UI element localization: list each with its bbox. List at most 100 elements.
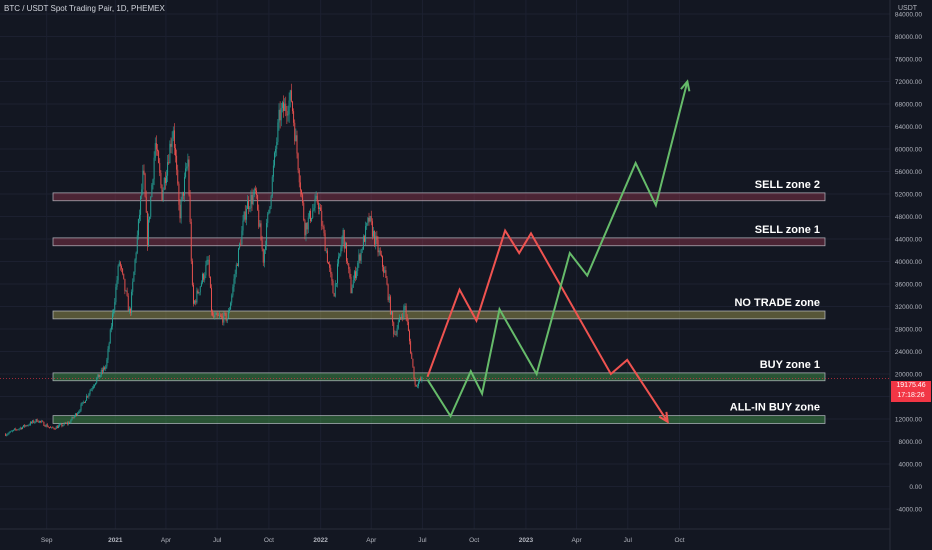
candle-body [361,249,363,251]
candle-body [301,190,302,195]
candle-body [211,287,212,312]
candle-body [130,308,131,313]
candle-body [139,214,140,219]
candle-body [370,215,372,222]
candle-body [155,143,157,150]
time-axis[interactable]: Sep 2021 Apr Jul Oct 2022 Apr Jul Oct 2023 Apr Jul O… [41,537,685,544]
candle-body [169,143,171,164]
candle-body [333,293,335,297]
candle-body [248,200,250,210]
candle-body [34,421,36,423]
candle-body [112,313,113,327]
candle-body [258,209,260,227]
zone-box [52,192,826,202]
candle-body [200,282,202,287]
candle-body [69,422,71,424]
candle-body [11,430,13,432]
candle-body [172,130,174,139]
candle-body [198,292,200,294]
candle-body [184,177,185,196]
price-tick-label: 60000.00 [895,147,922,154]
candle-body [224,312,226,314]
price-tick-label: 40000.00 [895,259,922,266]
candle-body [159,162,161,173]
candle-body [110,326,112,330]
candle-body [146,212,148,246]
candle-body [241,230,243,245]
candle-body [278,109,280,123]
candle-body [83,402,85,403]
candle-body [82,402,84,403]
candle-body [127,295,129,311]
candle-body [236,264,238,266]
candle-body [137,218,139,236]
candle-body [398,317,400,323]
zone-box [52,372,826,382]
candle-body [162,189,164,201]
candle-body [356,270,358,279]
price-tick-label: 48000.00 [895,214,922,221]
projection-path [426,81,689,419]
candle-body [221,315,223,317]
candle-body [342,229,344,240]
candle-body [389,296,391,315]
price-tick-label: 12000.00 [895,417,922,424]
candle-body [196,290,198,303]
candle-body [222,316,224,323]
candle-body [27,425,29,426]
candle-body [33,420,35,423]
candle-body [142,170,144,190]
bar-countdown: 17:18:26 [897,392,925,399]
last-price-tag: 19175.46 17:18:26 [891,381,931,402]
candle-body [141,189,143,197]
candle-body [195,300,197,303]
candle-body [304,220,306,236]
candle-body [29,421,31,425]
candle-body [418,381,419,386]
price-axis[interactable]: -4000.000.004000.008000.0012000.0016000.… [895,12,923,514]
candle-body [181,192,183,200]
candle-body [340,248,342,254]
candle-body [18,428,20,430]
price-tick-label: 4000.00 [899,462,923,469]
candle-body [170,143,172,147]
candle-body [274,152,275,166]
candle-body [254,188,256,191]
candle-body [182,192,184,196]
candle-body [36,419,38,422]
candle-body [310,210,311,221]
candle-body [214,314,216,318]
price-tick-label: 76000.00 [895,57,922,64]
time-tick-label: 2023 [519,537,534,544]
candle-body [35,419,37,422]
candle-body [400,317,401,319]
zone-box [52,237,826,247]
candle-body [153,157,155,180]
candle-body [87,395,89,397]
candle-body [260,223,262,241]
candle-body [24,425,26,427]
zone-box [52,310,826,320]
candle-body [98,374,100,378]
candle-body [352,280,354,288]
candle-body [163,177,165,190]
candle-body [393,322,395,335]
candle-body [244,211,246,220]
candle-body [387,284,389,301]
candle-body [77,413,79,416]
candle-body [251,194,253,205]
candle-body [302,194,304,203]
candle-body [212,311,214,316]
candle-body [208,259,210,277]
candle-body [395,333,397,335]
candle-body [79,410,81,412]
time-tick-label: Jul [213,537,222,544]
candle-body [106,359,108,367]
candle-body [362,236,364,250]
candle-body [7,433,9,435]
grid [0,0,890,529]
candle-body [321,210,323,227]
candle-body [217,315,219,316]
candle-body [154,143,156,158]
